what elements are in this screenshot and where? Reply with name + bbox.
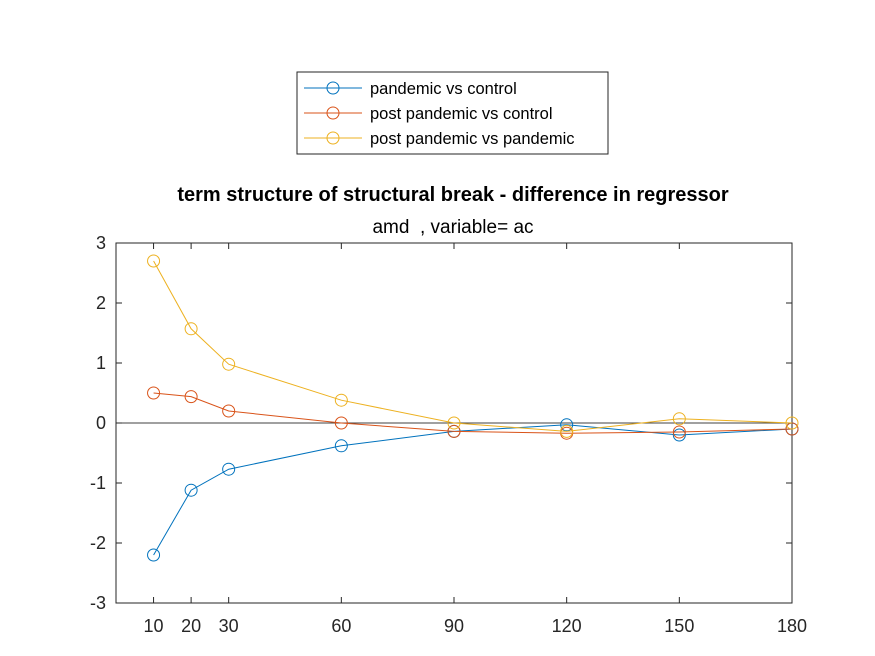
legend-marker bbox=[326, 106, 340, 120]
chart-title: term structure of structural break - dif… bbox=[177, 184, 728, 206]
data-point bbox=[334, 439, 348, 453]
data-point bbox=[184, 322, 198, 336]
series-line bbox=[153, 260, 793, 432]
data-point bbox=[672, 425, 686, 439]
data-point bbox=[222, 462, 236, 476]
data-point bbox=[672, 412, 686, 426]
legend: pandemic vs control post pandemic vs cont… bbox=[296, 71, 609, 155]
x-tick-label: 60 bbox=[331, 616, 351, 636]
data-point bbox=[785, 416, 799, 430]
x-tick-label: 20 bbox=[181, 616, 201, 636]
legend-entry: post pandemic vs pandemic bbox=[304, 130, 575, 148]
data-point bbox=[334, 393, 348, 407]
data-point bbox=[147, 386, 161, 400]
legend-label: post pandemic vs pandemic bbox=[370, 130, 575, 148]
data-point bbox=[147, 548, 161, 562]
legend-entry: post pandemic vs control bbox=[304, 105, 553, 123]
x-tick-label: 150 bbox=[664, 616, 694, 636]
y-tick-label: 2 bbox=[96, 293, 106, 313]
legend-marker bbox=[326, 81, 340, 95]
legend-label: post pandemic vs control bbox=[370, 105, 553, 123]
data-point bbox=[184, 483, 198, 497]
y-tick-label: -3 bbox=[90, 593, 106, 613]
data-point bbox=[447, 424, 461, 438]
data-point bbox=[447, 416, 461, 430]
data-point bbox=[222, 357, 236, 371]
y-tick-label: 1 bbox=[96, 353, 106, 373]
series-2 bbox=[147, 254, 799, 438]
x-tick-label: 180 bbox=[777, 616, 807, 636]
plot-area: -3 -2 -1 0 1 2 3 10 20 30 60 90 120 150 180 bbox=[90, 233, 807, 636]
series-0 bbox=[147, 418, 799, 562]
data-point bbox=[334, 416, 348, 430]
y-tick-label: -2 bbox=[90, 533, 106, 553]
data-point bbox=[560, 418, 574, 432]
legend-marker bbox=[326, 131, 340, 145]
data-point bbox=[184, 390, 198, 404]
legend-entry: pandemic vs control bbox=[304, 80, 517, 98]
data-point bbox=[560, 424, 574, 438]
y-tick-label: 3 bbox=[96, 233, 106, 253]
series-line bbox=[153, 424, 793, 556]
x-tick-label: 90 bbox=[444, 616, 464, 636]
y-tick-label: -1 bbox=[90, 473, 106, 493]
data-point bbox=[147, 254, 161, 268]
x-tick-label: 120 bbox=[552, 616, 582, 636]
data-point bbox=[672, 428, 686, 442]
y-tick-label: 0 bbox=[96, 413, 106, 433]
x-tick-label: 10 bbox=[144, 616, 164, 636]
x-tick-label: 30 bbox=[219, 616, 239, 636]
data-point bbox=[222, 404, 236, 418]
chart-subtitle: amd , variable= ac bbox=[372, 217, 533, 238]
legend-label: pandemic vs control bbox=[370, 80, 517, 98]
series-line bbox=[153, 392, 793, 434]
